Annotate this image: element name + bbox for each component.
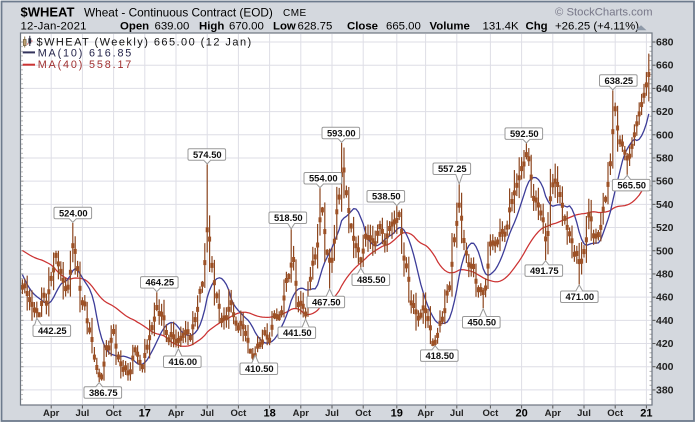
svg-text:12-Jan-2021: 12-Jan-2021: [21, 20, 87, 32]
svg-text:520: 520: [656, 222, 674, 234]
svg-text:Oct: Oct: [355, 408, 372, 419]
svg-text:620: 620: [656, 106, 674, 118]
svg-text:CME: CME: [283, 8, 307, 19]
svg-text:High: High: [199, 20, 224, 32]
svg-text:Apr: Apr: [417, 408, 434, 419]
svg-text:MA(10) 616.85: MA(10) 616.85: [38, 47, 133, 59]
svg-text:639.00: 639.00: [155, 20, 190, 32]
svg-text:460: 460: [656, 292, 674, 304]
svg-text:518.50: 518.50: [274, 212, 303, 223]
svg-text:Apr: Apr: [545, 408, 562, 419]
svg-text:464.25: 464.25: [145, 277, 174, 288]
svg-text:450.50: 450.50: [467, 317, 496, 328]
svg-text:19: 19: [391, 408, 403, 420]
svg-text:+26.25 (+4.11%): +26.25 (+4.11%): [555, 20, 639, 32]
svg-text:480: 480: [656, 269, 674, 281]
svg-text:418.50: 418.50: [425, 350, 454, 361]
svg-text:18: 18: [263, 408, 275, 420]
svg-text:Jul: Jul: [325, 408, 339, 419]
svg-text:600: 600: [656, 129, 674, 141]
svg-text:410.50: 410.50: [245, 363, 274, 374]
svg-text:17: 17: [139, 408, 151, 420]
svg-text:Open: Open: [120, 20, 149, 32]
svg-text:Chg: Chg: [526, 20, 548, 32]
svg-text:471.00: 471.00: [565, 291, 594, 302]
svg-text:131.4K: 131.4K: [483, 20, 520, 32]
svg-text:380: 380: [656, 384, 674, 396]
svg-text:467.50: 467.50: [312, 296, 341, 307]
svg-text:640: 640: [656, 83, 674, 95]
svg-text:440: 440: [656, 315, 674, 327]
svg-text:665.00: 665.00: [386, 20, 421, 32]
svg-text:Apr: Apr: [293, 408, 310, 419]
svg-text:420: 420: [656, 338, 674, 350]
svg-text:20: 20: [515, 408, 527, 420]
svg-text:441.50: 441.50: [283, 327, 312, 338]
svg-text:Volume: Volume: [430, 20, 470, 32]
svg-text:Oct: Oct: [230, 408, 247, 419]
svg-text:Low: Low: [273, 20, 296, 32]
svg-text:557.25: 557.25: [438, 163, 467, 174]
svg-text:574.50: 574.50: [193, 149, 222, 160]
svg-text:Jul: Jul: [450, 408, 464, 419]
svg-text:© StockCharts.com: © StockCharts.com: [555, 7, 652, 19]
svg-text:680: 680: [656, 37, 674, 49]
svg-text:Close: Close: [347, 20, 378, 32]
svg-text:500: 500: [656, 245, 674, 257]
svg-text:416.00: 416.00: [168, 356, 197, 367]
svg-text:560: 560: [656, 176, 674, 188]
svg-text:Oct: Oct: [607, 408, 624, 419]
svg-text:386.75: 386.75: [89, 387, 118, 398]
svg-text:Jul: Jul: [200, 408, 214, 419]
svg-text:485.50: 485.50: [357, 274, 386, 285]
svg-text:400: 400: [656, 361, 674, 373]
svg-text:592.50: 592.50: [510, 128, 539, 139]
svg-text:Jul: Jul: [76, 408, 90, 419]
svg-text:MA(40) 558.17: MA(40) 558.17: [38, 59, 133, 71]
svg-text:21: 21: [640, 408, 652, 420]
svg-text:$WHEAT (Weekly) 665.00 (12 Jan: $WHEAT (Weekly) 665.00 (12 Jan): [37, 37, 253, 49]
svg-text:442.25: 442.25: [38, 325, 67, 336]
svg-text:638.25: 638.25: [604, 75, 633, 86]
svg-text:Apr: Apr: [168, 408, 185, 419]
svg-text:660: 660: [656, 60, 674, 72]
svg-text:540: 540: [656, 199, 674, 211]
svg-text:Wheat - Continuous Contract (E: Wheat - Continuous Contract (EOD): [84, 6, 273, 20]
svg-text:Apr: Apr: [43, 408, 60, 419]
svg-text:Oct: Oct: [482, 408, 499, 419]
svg-text:593.00: 593.00: [327, 127, 356, 138]
svg-text:538.50: 538.50: [372, 191, 401, 202]
svg-text:Jul: Jul: [577, 408, 591, 419]
svg-text:$WHEAT: $WHEAT: [21, 5, 75, 20]
svg-text:565.50: 565.50: [617, 180, 646, 191]
svg-text:670.00: 670.00: [229, 20, 264, 32]
svg-text:580: 580: [656, 153, 674, 165]
svg-text:524.00: 524.00: [59, 207, 88, 218]
svg-text:491.75: 491.75: [530, 265, 559, 276]
svg-text:628.75: 628.75: [298, 20, 333, 32]
svg-text:Oct: Oct: [106, 408, 123, 419]
svg-text:554.00: 554.00: [309, 173, 338, 184]
